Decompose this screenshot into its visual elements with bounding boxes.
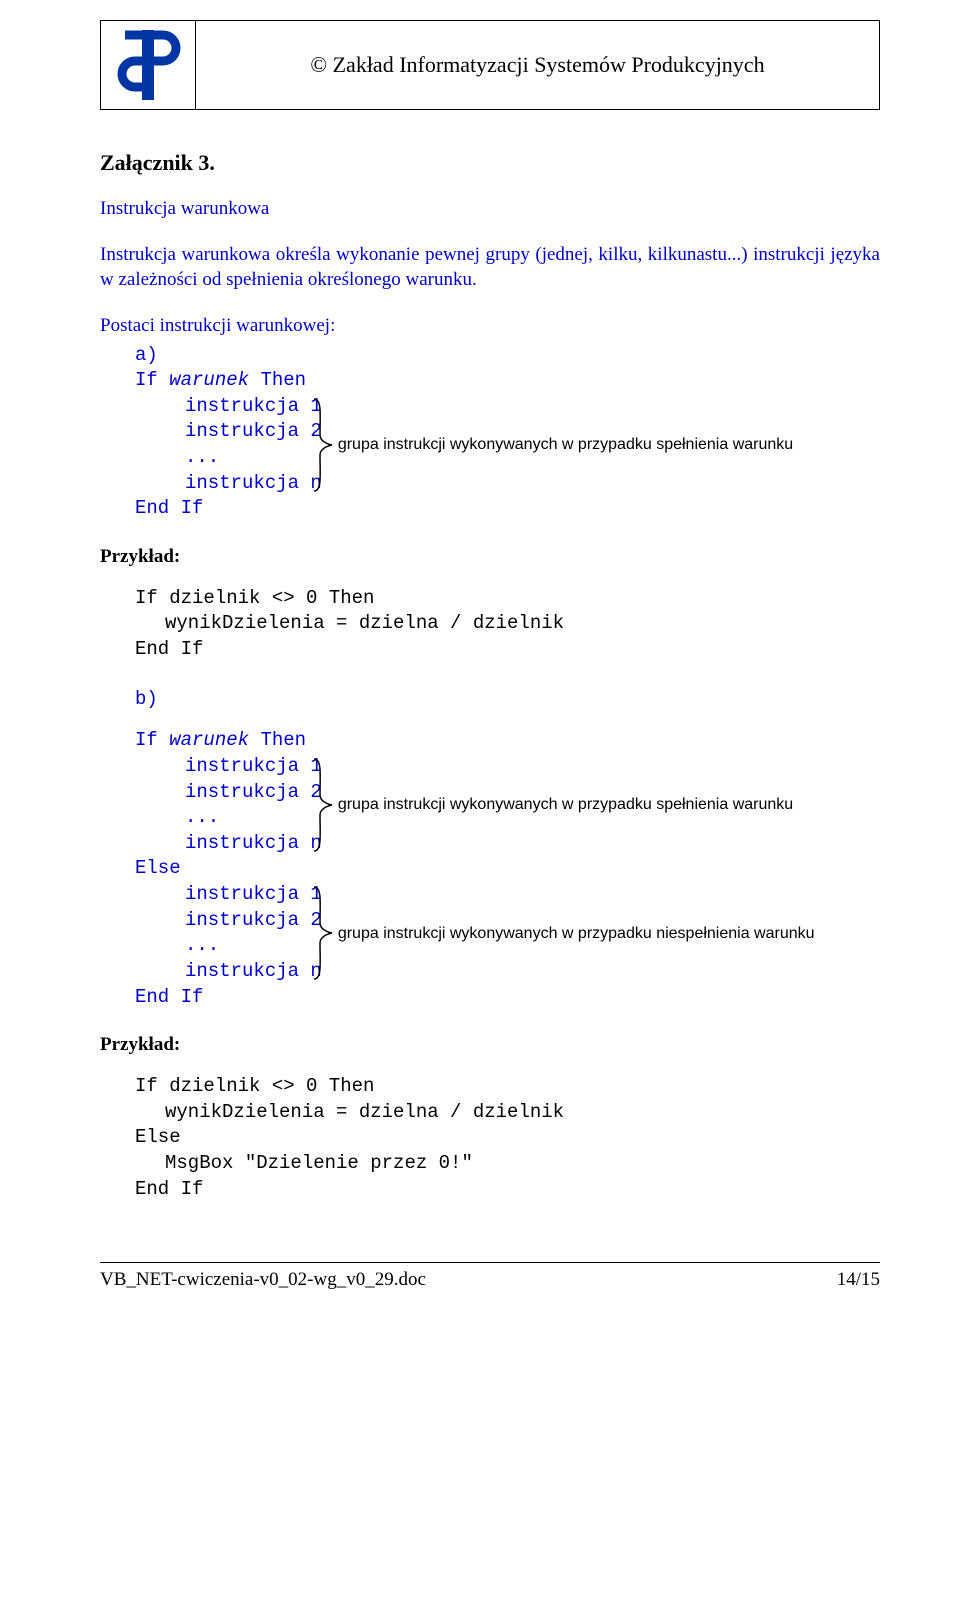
- code-line: End If: [135, 1177, 880, 1203]
- code-line: End If: [135, 985, 880, 1011]
- logo-cell: [101, 21, 196, 109]
- code-line: ...: [185, 805, 322, 831]
- code-line: If warunek Then: [135, 368, 880, 394]
- code-line: instrukcja 1: [185, 882, 322, 908]
- kw-then: Then: [260, 729, 306, 751]
- code-line: ...: [185, 445, 322, 471]
- code-line: instrukcja 1: [185, 394, 322, 420]
- instr-col: instrukcja 1 instrukcja 2 ... instrukcja…: [135, 882, 322, 985]
- intro-body: Instrukcja warunkowa określa wykonanie p…: [100, 242, 880, 293]
- code-line: MsgBox "Dzielenie przez 0!": [135, 1151, 880, 1177]
- code-line: instrukcja n: [185, 471, 322, 497]
- footer-rule: [100, 1262, 880, 1263]
- brace-group-b-then: instrukcja 1 instrukcja 2 ... instrukcja…: [135, 754, 880, 857]
- code-line: instrukcja 1: [185, 754, 322, 780]
- annotation: grupa instrukcji wykonywanych w przypadk…: [338, 434, 793, 456]
- variant-b-block: b) If warunek Then instrukcja 1 instrukc…: [135, 687, 880, 1011]
- brace-icon: [312, 755, 334, 855]
- code-line: instrukcja 2: [185, 419, 322, 445]
- code-line: ...: [185, 933, 322, 959]
- kw-if: If: [135, 729, 158, 751]
- brace-icon: [312, 395, 334, 495]
- cond: warunek: [169, 369, 249, 391]
- variant-a-label: a): [135, 343, 880, 369]
- intro-heading: Instrukcja warunkowa: [100, 196, 880, 222]
- footer-page: 14/15: [837, 1269, 880, 1291]
- kw-else: Else: [135, 856, 880, 882]
- logo-icon: [113, 25, 183, 105]
- example-a-block: If dzielnik <> 0 Then wynikDzielenia = d…: [135, 586, 880, 663]
- example-b-block: If dzielnik <> 0 Then wynikDzielenia = d…: [135, 1074, 880, 1202]
- code-line: instrukcja 2: [185, 908, 322, 934]
- brace-group-b-else: instrukcja 1 instrukcja 2 ... instrukcja…: [135, 882, 880, 985]
- variant-a-block: a) If warunek Then instrukcja 1 instrukc…: [135, 343, 880, 522]
- code-line: Else: [135, 1125, 880, 1151]
- section-title: Załącznik 3.: [100, 150, 880, 176]
- header-title: © Zakład Informatyzacji Systemów Produkc…: [196, 21, 879, 109]
- example-label: Przykład:: [100, 544, 880, 570]
- brace-icon: [312, 883, 334, 983]
- annotation: grupa instrukcji wykonywanych w przypadk…: [338, 794, 793, 816]
- page: © Zakład Informatyzacji Systemów Produkc…: [0, 0, 960, 1331]
- footer: VB_NET-cwiczenia-v0_02-wg_v0_29.doc 14/1…: [100, 1269, 880, 1291]
- annotation: grupa instrukcji wykonywanych w przypadk…: [338, 923, 815, 945]
- brace-group-a: instrukcja 1 instrukcja 2 ... instrukcja…: [135, 394, 880, 497]
- variant-b-label: b): [135, 687, 880, 713]
- code-line: End If: [135, 637, 880, 663]
- code-line: wynikDzielenia = dzielna / dzielnik: [135, 1100, 880, 1126]
- code-line: If dzielnik <> 0 Then: [135, 586, 880, 612]
- instr-col: instrukcja 1 instrukcja 2 ... instrukcja…: [135, 394, 322, 497]
- kw-if: If: [135, 369, 158, 391]
- code-line: If warunek Then: [135, 728, 880, 754]
- code-line: instrukcja 2: [185, 780, 322, 806]
- code-line: instrukcja n: [185, 959, 322, 985]
- intro-postaci: Postaci instrukcji warunkowej:: [100, 313, 880, 339]
- code-line: If dzielnik <> 0 Then: [135, 1074, 880, 1100]
- instr-col: instrukcja 1 instrukcja 2 ... instrukcja…: [135, 754, 322, 857]
- header-box: © Zakład Informatyzacji Systemów Produkc…: [100, 20, 880, 110]
- code-line: instrukcja n: [185, 831, 322, 857]
- footer-file: VB_NET-cwiczenia-v0_02-wg_v0_29.doc: [100, 1269, 426, 1291]
- cond: warunek: [169, 729, 249, 751]
- code-line: End If: [135, 496, 880, 522]
- code-line: wynikDzielenia = dzielna / dzielnik: [135, 611, 880, 637]
- kw-then: Then: [260, 369, 306, 391]
- example-label: Przykład:: [100, 1032, 880, 1058]
